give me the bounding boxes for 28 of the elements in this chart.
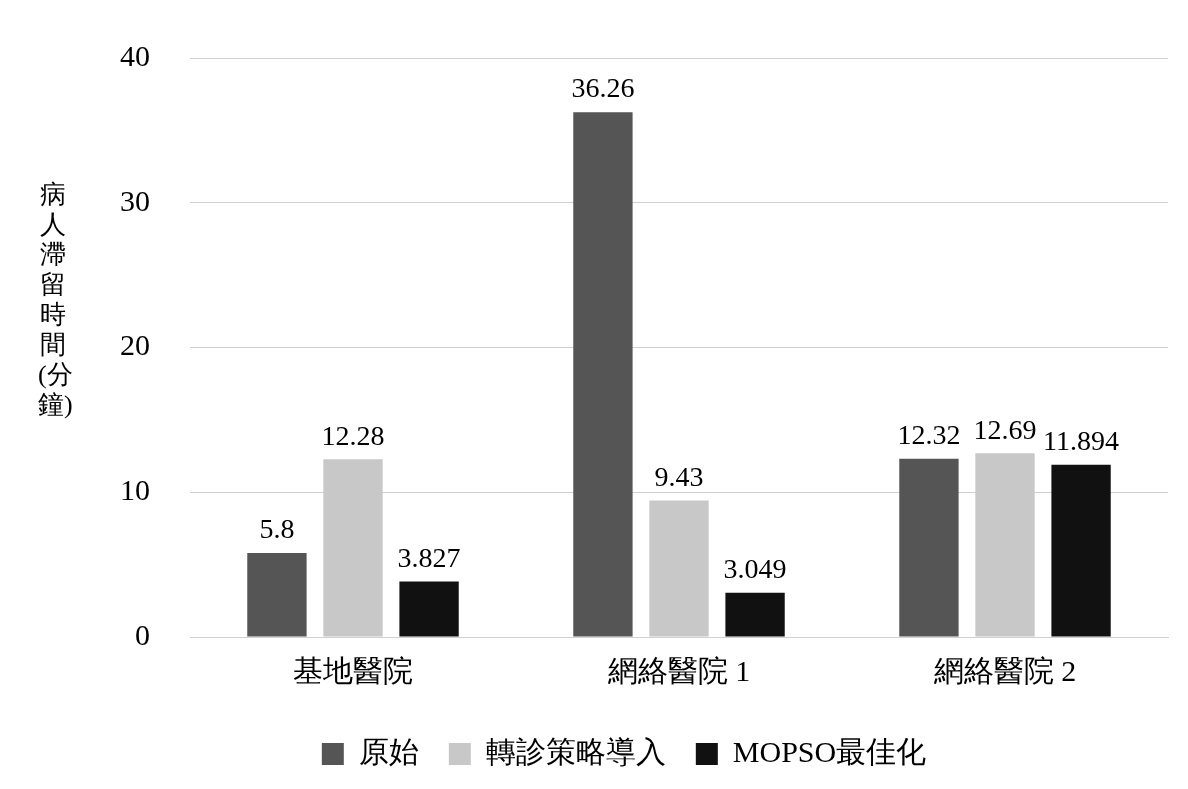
bar bbox=[399, 581, 459, 637]
legend-label: 轉診策略導入 bbox=[485, 734, 666, 768]
data-label: 12.28 bbox=[321, 419, 385, 451]
y-tick-label: 40 bbox=[120, 38, 150, 72]
y-tick-label: 20 bbox=[120, 328, 150, 362]
y-tick-label: 10 bbox=[120, 473, 150, 507]
bar bbox=[247, 553, 307, 637]
data-label: 3.049 bbox=[723, 553, 787, 585]
data-label: 12.32 bbox=[897, 419, 961, 451]
y-axis-title: 病人滯留時間(分鐘) bbox=[38, 180, 73, 420]
bar bbox=[725, 592, 785, 637]
legend-label: 原始 bbox=[358, 734, 419, 768]
data-label: 9.43 bbox=[654, 460, 704, 492]
y-tick-label: 30 bbox=[120, 183, 150, 217]
data-label: 36.26 bbox=[571, 72, 635, 104]
x-tick-label: 網絡醫院 2 bbox=[932, 653, 1077, 687]
data-label: 11.894 bbox=[1043, 425, 1120, 457]
data-label: 12.69 bbox=[973, 413, 1037, 445]
bar bbox=[649, 500, 709, 637]
x-tick-label: 網絡醫院 1 bbox=[606, 653, 751, 687]
y-tick-label: 0 bbox=[135, 617, 150, 651]
legend-label: MOPSO最佳化 bbox=[732, 734, 927, 768]
bar bbox=[899, 458, 959, 637]
bar bbox=[573, 112, 633, 637]
bar bbox=[1051, 464, 1111, 637]
data-label: 3.827 bbox=[397, 541, 461, 573]
data-label: 5.8 bbox=[259, 513, 295, 545]
x-tick-label: 基地醫院 bbox=[293, 653, 413, 687]
